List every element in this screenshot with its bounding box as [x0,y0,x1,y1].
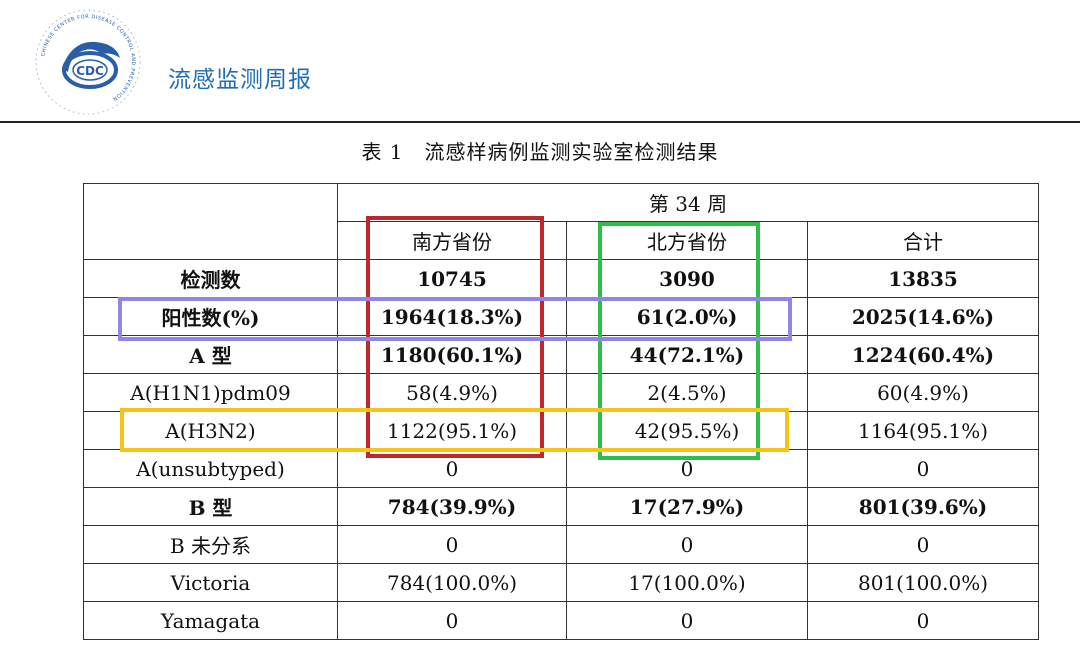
row-label: A(H3N2) [83,411,338,450]
china-cdc-logo: CHINESE CENTER FOR DISEASE CONTROL AND P… [35,9,141,115]
cell-south: 1964(18.3%) [337,297,567,336]
cell-north: 3090 [566,259,808,298]
cell-south: 0 [337,525,567,564]
row-label: A(unsubtyped) [83,449,338,488]
cell-total: 1224(60.4%) [807,335,1039,374]
cell-south: 1122(95.1%) [337,411,567,450]
cell-total: 0 [807,525,1039,564]
cell-total: 0 [807,601,1039,640]
cell-south: 1180(60.1%) [337,335,567,374]
week-header: 第 34 周 [337,183,1039,222]
table-column-header-row: 南方省份 北方省份 合计 [84,221,1039,260]
cell-north: 44(72.1%) [566,335,808,374]
cell-north: 0 [566,449,808,488]
cell-north: 0 [566,601,808,640]
cell-total: 13835 [807,259,1039,298]
cell-south: 784(100.0%) [337,563,567,602]
table-row: 检测数 10745 3090 13835 [83,259,1039,298]
column-header-north: 北方省份 [566,221,808,260]
table-row: A 型 1180(60.1%) 44(72.1%) 1224(60.4%) [83,335,1039,374]
table-row: A(H3N2) 1122(95.1%) 42(95.5%) 1164(95.1%… [83,411,1039,450]
table-row: B 型 784(39.9%) 17(27.9%) 801(39.6%) [83,487,1039,526]
header-divider [0,121,1080,123]
table-row: Victoria 784(100.0%) 17(100.0%) 801(100.… [83,563,1039,602]
cell-total: 1164(95.1%) [807,411,1039,450]
cell-south: 0 [337,449,567,488]
report-title: 流感监测周报 [168,67,312,93]
cell-north: 17(100.0%) [566,563,808,602]
column-header-total: 合计 [807,221,1039,260]
cell-north: 2(4.5%) [566,373,808,412]
cell-north: 17(27.9%) [566,487,808,526]
cell-total: 60(4.9%) [807,373,1039,412]
table-corner-cell [83,183,338,260]
table-row: 阳性数(%) 1964(18.3%) 61(2.0%) 2025(14.6%) [83,297,1039,336]
row-label: A(H1N1)pdm09 [83,373,338,412]
table-row: B 未分系 0 0 0 [83,525,1039,564]
cell-total: 0 [807,449,1039,488]
cell-total: 801(39.6%) [807,487,1039,526]
cell-south: 784(39.9%) [337,487,567,526]
column-header-south: 南方省份 [337,221,567,260]
cell-total: 801(100.0%) [807,563,1039,602]
table-header-row: 第 34 周 [83,183,1039,260]
cell-north: 61(2.0%) [566,297,808,336]
table-row: Yamagata 0 0 0 [83,601,1039,640]
row-label: 阳性数(%) [83,297,338,336]
cell-south: 58(4.9%) [337,373,567,412]
cell-south: 10745 [337,259,567,298]
cell-total: 2025(14.6%) [807,297,1039,336]
row-label: B 未分系 [83,525,338,564]
logo-text: CDC [76,64,104,78]
results-table: 第 34 周 南方省份 北方省份 合计 检测数 10745 3090 13835… [83,183,1039,640]
table-caption: 表 1 流感样病例监测实验室检测结果 [361,140,719,164]
row-label: Yamagata [83,601,338,640]
table-row: A(unsubtyped) 0 0 0 [83,449,1039,488]
row-label: Victoria [83,563,338,602]
cell-north: 0 [566,525,808,564]
cell-south: 0 [337,601,567,640]
table-row: A(H1N1)pdm09 58(4.9%) 2(4.5%) 60(4.9%) [83,373,1039,412]
row-label: B 型 [83,487,338,526]
cell-north: 42(95.5%) [566,411,808,450]
row-label: A 型 [83,335,338,374]
row-label: 检测数 [83,259,338,298]
